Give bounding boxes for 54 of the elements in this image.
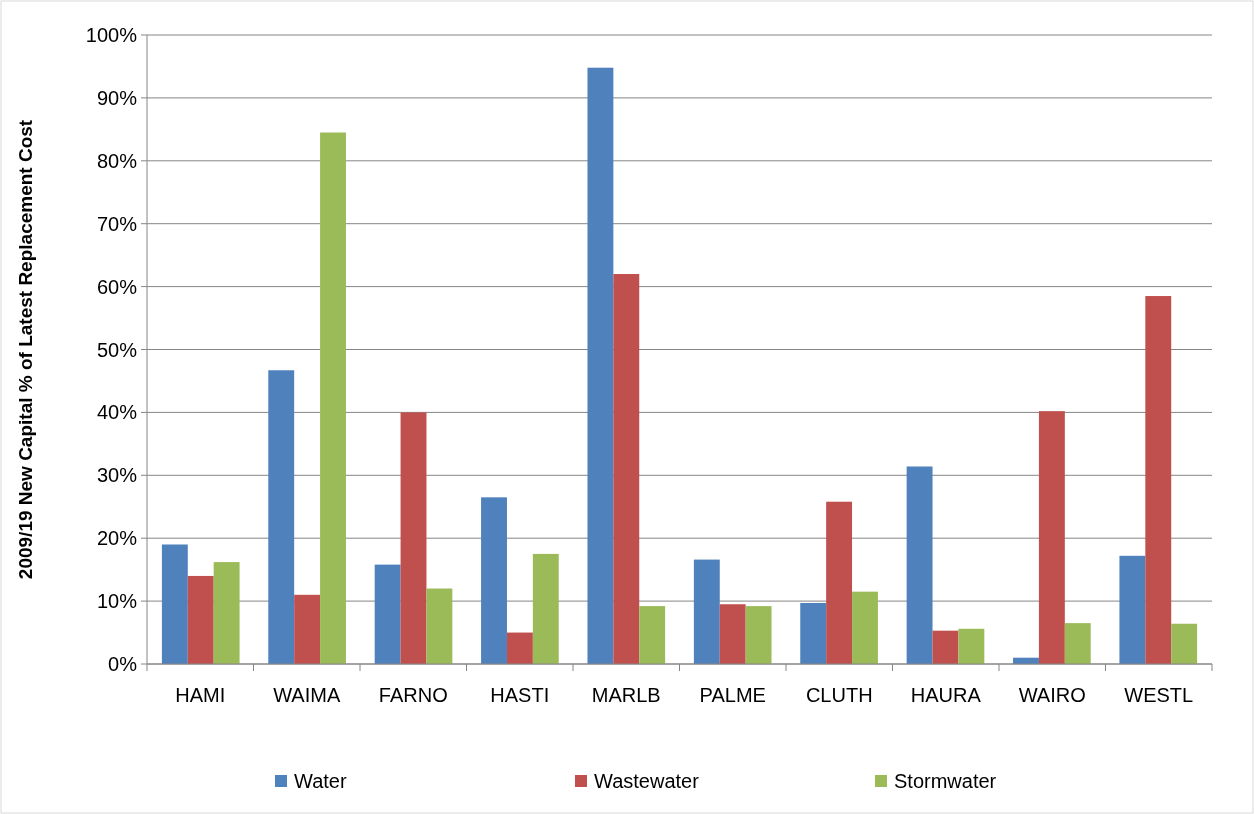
- bar: [426, 588, 453, 664]
- bar: [213, 562, 240, 664]
- bar: [587, 67, 614, 664]
- bar: [294, 594, 321, 664]
- bar: [400, 412, 427, 664]
- bar: [800, 602, 827, 664]
- legend-label: Water: [294, 770, 347, 792]
- bar: [481, 497, 507, 664]
- y-tick-label: 20%: [96, 527, 138, 550]
- y-axis-title: 2009/19 New Capital % of Latest Replacement Cost: [15, 119, 36, 580]
- bar: [506, 632, 533, 664]
- y-tick-label: 70%: [96, 212, 138, 235]
- x-tick-label: WAIRO: [1018, 684, 1086, 706]
- y-tick-label: 30%: [96, 464, 138, 487]
- bar: [745, 606, 772, 664]
- x-tick-label: FARNO: [378, 684, 448, 706]
- x-tick-label: HAMI: [175, 684, 226, 706]
- bar: [852, 591, 878, 664]
- x-tick-label: HAURA: [910, 684, 982, 706]
- bar: [268, 370, 295, 664]
- y-tick-label: 0%: [108, 653, 138, 675]
- x-tick-label: HASTI: [490, 684, 550, 706]
- legend-label: Wastewater: [594, 770, 700, 792]
- x-tick-label: CLUTH: [805, 684, 873, 706]
- y-tick-label: 90%: [96, 86, 138, 109]
- y-tick-label: 100%: [85, 24, 138, 46]
- bar: [958, 628, 985, 664]
- bar: [693, 559, 720, 664]
- bar: [532, 553, 559, 664]
- bar: [320, 132, 346, 664]
- x-tick-label: WAIMA: [273, 684, 341, 706]
- bar: [1171, 623, 1198, 664]
- y-tick-label: 10%: [96, 590, 138, 613]
- y-tick-label: 80%: [96, 149, 138, 172]
- bar: [613, 274, 640, 664]
- bar: [1119, 555, 1146, 664]
- y-tick-label: 50%: [96, 338, 138, 361]
- bar: [639, 606, 666, 664]
- bar: [187, 575, 214, 664]
- legend-label: Stormwater: [894, 770, 997, 792]
- x-tick-label: MARLB: [591, 684, 661, 706]
- bar: [719, 604, 746, 664]
- bar: [1145, 296, 1172, 664]
- bar: [906, 466, 933, 664]
- bar: [1038, 411, 1065, 664]
- bar: [1064, 623, 1091, 664]
- bar: [932, 630, 959, 664]
- bar: [161, 544, 188, 664]
- y-tick-label: 40%: [96, 401, 138, 424]
- y-tick-label: 60%: [96, 275, 138, 298]
- x-tick-label: WESTL: [1124, 684, 1194, 706]
- x-tick-label: PALME: [699, 684, 766, 706]
- bar: [826, 501, 853, 664]
- bar: [374, 564, 401, 664]
